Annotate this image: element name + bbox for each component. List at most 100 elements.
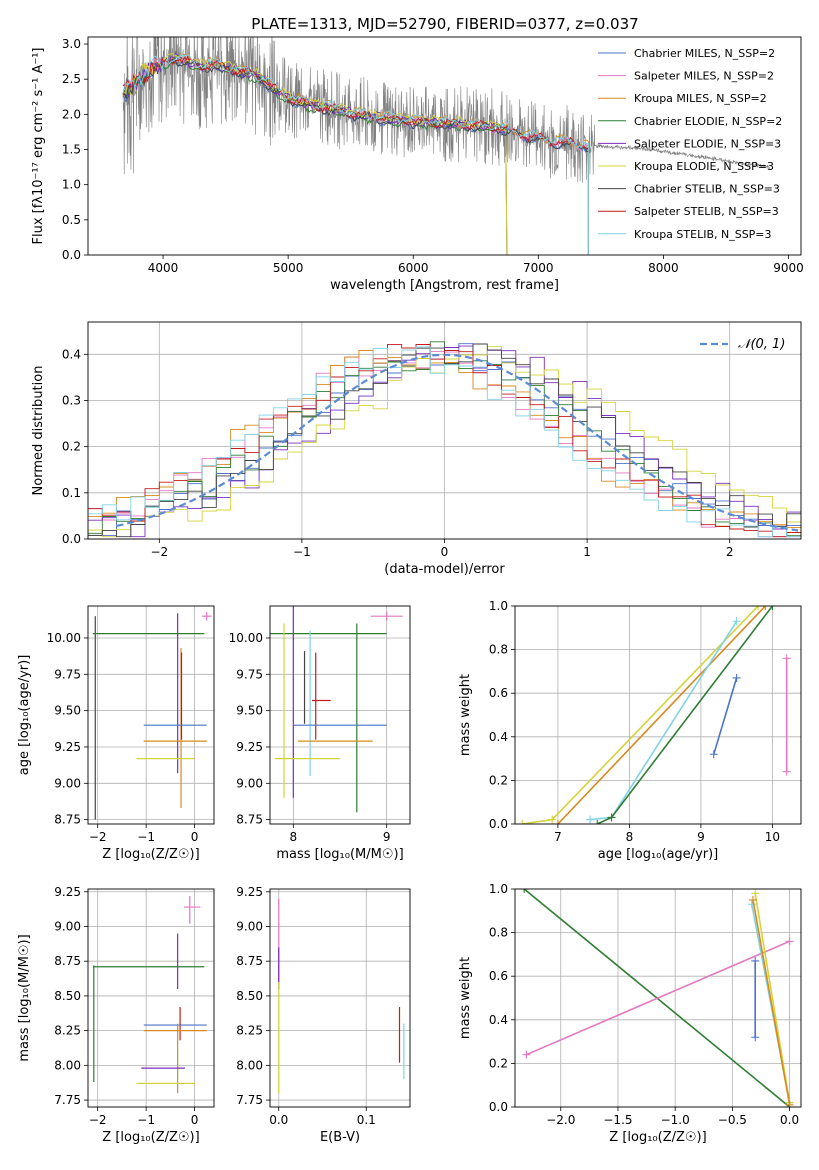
- mass-weight-marker: [586, 815, 595, 824]
- figure-title: PLATE=1313, MJD=52790, FIBERID=0377, z=0…: [251, 15, 638, 33]
- y-tick-label: 9.00: [236, 776, 263, 790]
- mass-weight-marker: [754, 606, 763, 610]
- y-tick-label: 3.0: [62, 37, 81, 51]
- y-tick-label: 8.25: [236, 1024, 263, 1038]
- x-tick-label: −1.5: [603, 1113, 632, 1127]
- plot-area: [278, 898, 405, 1094]
- x-tick-label: 0.1: [357, 1113, 376, 1127]
- y-tick-label: 9.00: [236, 919, 263, 933]
- mass-weight-marker: [751, 1033, 760, 1042]
- y-tick-label: 7.75: [236, 1093, 263, 1107]
- y-axis-label: Flux [fλ10⁻¹⁷ erg cm⁻² s⁻¹ A⁻¹]: [31, 48, 46, 245]
- y-tick-label: 2.5: [62, 72, 81, 86]
- x-tick-label: −2: [89, 830, 107, 844]
- y-tick-label: 0.5: [62, 213, 81, 227]
- x-axis-label: mass [log₁₀(M/M☉)]: [276, 847, 403, 862]
- axes-frame: [87, 321, 802, 540]
- mass-weight-marker: [607, 813, 616, 822]
- x-tick-label: −2: [150, 545, 168, 559]
- x-tick-label: 9: [697, 830, 705, 844]
- x-tick-label: 0: [191, 1113, 199, 1127]
- x-axis-label: E(B-V): [320, 1130, 360, 1145]
- y-tick-label: 9.25: [236, 885, 263, 899]
- y-tick-label: 8.75: [236, 813, 263, 827]
- y-tick-label: 0.4: [62, 347, 81, 361]
- y-tick-label: 0.0: [62, 532, 81, 546]
- normal-curve: [116, 353, 799, 532]
- y-tick-label: 8.75: [236, 954, 263, 968]
- y-tick-label: 0.8: [489, 926, 508, 940]
- y-tick-label: 0.0: [489, 1100, 508, 1114]
- y-tick-label: 0.0: [62, 248, 81, 262]
- axes-frame: [87, 888, 215, 1108]
- x-tick-label: 8: [290, 830, 298, 844]
- x-tick-label: 7000: [523, 261, 554, 275]
- panel-age-vs-Z: −2 −1 0 8.75 9.00 9.25 9.50 9.75 10.00 Z [log₁₀(Z…: [17, 605, 215, 862]
- mass-weight-marker: [548, 815, 557, 824]
- panel-age-vs-mass: 8 9 8.75 9.00 9.25 9.50 9.75 10.00 mass [log₁₀(M…: [229, 605, 411, 862]
- plot-area: [518, 606, 791, 824]
- mass-weight-line: [754, 893, 791, 1103]
- x-tick-label: −1: [293, 545, 311, 559]
- mass-weight-line: [557, 606, 766, 824]
- x-tick-label: 0.0: [269, 1113, 288, 1127]
- mass-weight-marker: [709, 750, 718, 759]
- panel-spectrum: 4000 5000 6000 7000 8000 9000 0.0 0.5 1.0 1.5 2.0 2…: [31, 36, 804, 293]
- panel-massweight-vs-age: 7 8 9 10 0.0 0.2 0.4 0.6 0.8 1.0 age [log₁₀(age/yr…: [458, 599, 802, 862]
- y-tick-label: 0.2: [62, 440, 81, 454]
- x-tick-label: −1: [137, 830, 155, 844]
- x-tick-label: 8: [626, 830, 634, 844]
- legend-label: Kroupa MILES, N_SSP=2: [634, 92, 767, 105]
- model-spectrum-8: [122, 52, 589, 255]
- y-tick-label: 9.25: [54, 885, 81, 899]
- axes-frame: [269, 605, 411, 825]
- legend-label: Kroupa ELODIE, N_SSP=3: [634, 160, 774, 173]
- x-axis-label: Z [log₁₀(Z/Z☉)]: [609, 1130, 706, 1145]
- x-tick-label: 0: [441, 545, 449, 559]
- panel-massweight-vs-Z: −2.0 −1.5 −1.0 −0.5 0.0 0.0 0.2 0.4 0.6 0.8 1.0 Z […: [458, 882, 802, 1145]
- x-tick-label: 8000: [648, 261, 679, 275]
- model-spectrum-5: [122, 53, 508, 255]
- grid-lines: [88, 606, 214, 824]
- grid-lines: [270, 606, 410, 824]
- x-axis-label: Z [log₁₀(Z/Z☉)]: [102, 847, 199, 862]
- x-axis-label: age [log₁₀(age/yr)]: [598, 847, 719, 862]
- mass-weight-marker: [785, 1100, 794, 1107]
- y-tick-label: 8.75: [54, 954, 81, 968]
- y-tick-label: 9.50: [236, 704, 263, 718]
- y-tick-label: 8.50: [236, 989, 263, 1003]
- axes-frame: [269, 888, 411, 1108]
- axes-frame: [514, 888, 802, 1108]
- y-tick-label: 1.0: [489, 599, 508, 613]
- x-tick-label: 6000: [398, 261, 429, 275]
- y-tick-label: 0.0: [489, 817, 508, 831]
- plot-area: [92, 895, 207, 1094]
- mass-weight-marker: [751, 956, 760, 965]
- x-tick-label: 7: [554, 830, 562, 844]
- y-axis-label: Normed distribution: [31, 366, 46, 496]
- mass-weight-marker: [748, 895, 757, 904]
- mass-weight-marker: [785, 937, 794, 946]
- legend-label: Chabrier MILES, N_SSP=2: [634, 47, 775, 60]
- mass-weight-line: [526, 940, 790, 1056]
- plot-area: [88, 341, 801, 538]
- mass-weight-line: [752, 899, 791, 1105]
- grid-lines: [515, 605, 801, 825]
- y-tick-label: 0.8: [489, 643, 508, 657]
- y-tick-label: 0.2: [489, 1056, 508, 1070]
- y-tick-label: 1.0: [489, 882, 508, 896]
- mass-weight-line: [596, 606, 774, 824]
- y-tick-label: 7.75: [54, 1093, 81, 1107]
- mass-weight-marker: [520, 889, 529, 893]
- x-tick-label: 9000: [773, 261, 804, 275]
- y-tick-label: 9.00: [54, 919, 81, 933]
- plot-area: [122, 37, 770, 255]
- y-tick-label: 1.5: [62, 143, 81, 157]
- panel-mass-vs-Z: −2 −1 0 7.75 8.00 8.25 8.50 8.75 9.00 9.25 Z [log₁…: [17, 885, 215, 1145]
- x-axis-label: wavelength [Angstrom, rest frame]: [330, 278, 559, 293]
- y-tick-label: 8.75: [54, 813, 81, 827]
- axes-frame: [514, 605, 802, 825]
- residual-histogram-6: [88, 343, 801, 538]
- y-tick-label: 10.00: [47, 631, 81, 645]
